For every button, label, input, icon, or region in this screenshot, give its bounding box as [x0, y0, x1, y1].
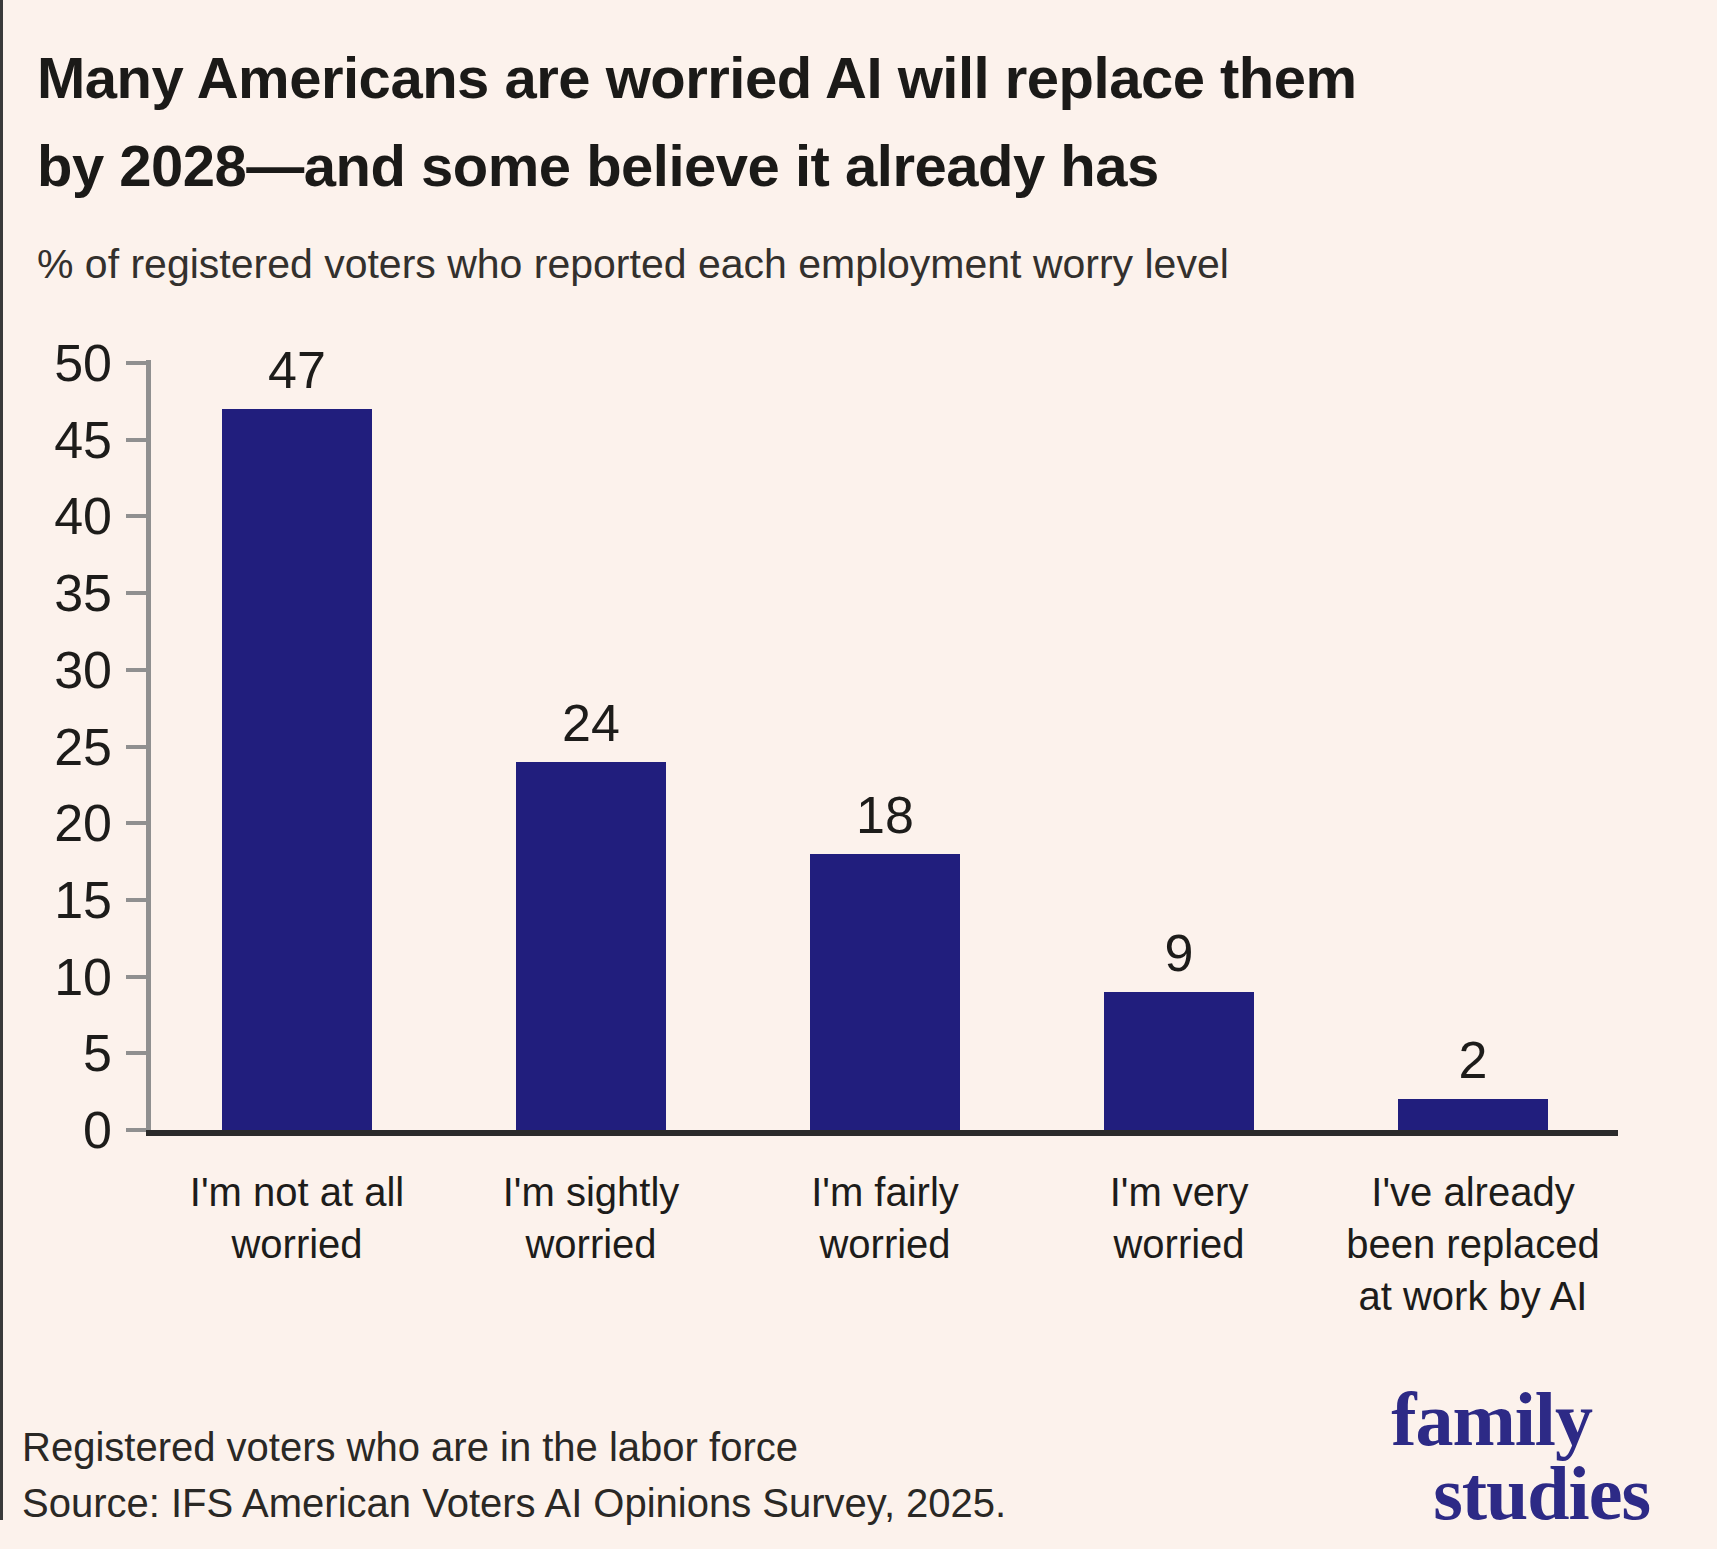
x-axis-category-label: I'm sightly worried	[444, 1166, 738, 1270]
source-note: Source: IFS American Voters AI Opinions …	[22, 1478, 1006, 1528]
x-axis-category-label: I'm very worried	[1032, 1166, 1326, 1270]
y-axis-tick-label: 10	[0, 949, 112, 1005]
bar	[1398, 1099, 1548, 1130]
y-axis-tick	[126, 361, 150, 365]
y-axis-tick-label: 20	[0, 795, 112, 851]
bar	[1104, 992, 1254, 1130]
x-axis-category-label: I've already been replaced at work by AI	[1326, 1166, 1620, 1322]
y-axis-tick	[126, 591, 150, 595]
y-axis-tick-label: 50	[0, 335, 112, 391]
y-axis-tick-label: 0	[0, 1102, 112, 1158]
y-axis-tick	[126, 975, 150, 979]
bar	[222, 409, 372, 1130]
logo-word-studies: studies	[1391, 1456, 1650, 1530]
chart-figure: Many Americans are worried AI will repla…	[0, 0, 1717, 1549]
y-axis-tick	[126, 668, 150, 672]
bar	[516, 762, 666, 1130]
x-axis-category-label: I'm fairly worried	[738, 1166, 1032, 1270]
y-axis-tick-label: 30	[0, 642, 112, 698]
family-studies-logo: family studies	[1391, 1382, 1650, 1530]
y-axis-tick-label: 35	[0, 565, 112, 621]
bar-value-label: 2	[1373, 1033, 1573, 1087]
bar-value-label: 24	[491, 696, 691, 750]
footnote: Registered voters who are in the labor f…	[22, 1422, 798, 1472]
y-axis-tick	[126, 1051, 150, 1055]
y-axis-tick-label: 25	[0, 719, 112, 775]
y-axis-tick-label: 15	[0, 872, 112, 928]
y-axis-tick	[126, 745, 150, 749]
y-axis-tick-label: 45	[0, 412, 112, 468]
bar-value-label: 47	[197, 343, 397, 397]
y-axis-tick	[126, 898, 150, 902]
bar-chart: 0 5 10 15 20 25 30 35 40 45 50 47 I'm not at all wor…	[0, 0, 1717, 1549]
y-axis-tick	[126, 821, 150, 825]
bar-value-label: 18	[785, 788, 985, 842]
y-axis-tick	[126, 514, 150, 518]
y-axis-tick-label: 5	[0, 1025, 112, 1081]
logo-word-family: family	[1391, 1382, 1592, 1456]
x-axis-category-label: I'm not at all worried	[150, 1166, 444, 1270]
x-axis-line	[146, 1130, 1618, 1136]
bar	[810, 854, 960, 1130]
bar-value-label: 9	[1079, 926, 1279, 980]
y-axis-tick	[126, 438, 150, 442]
y-axis-tick-label: 40	[0, 488, 112, 544]
